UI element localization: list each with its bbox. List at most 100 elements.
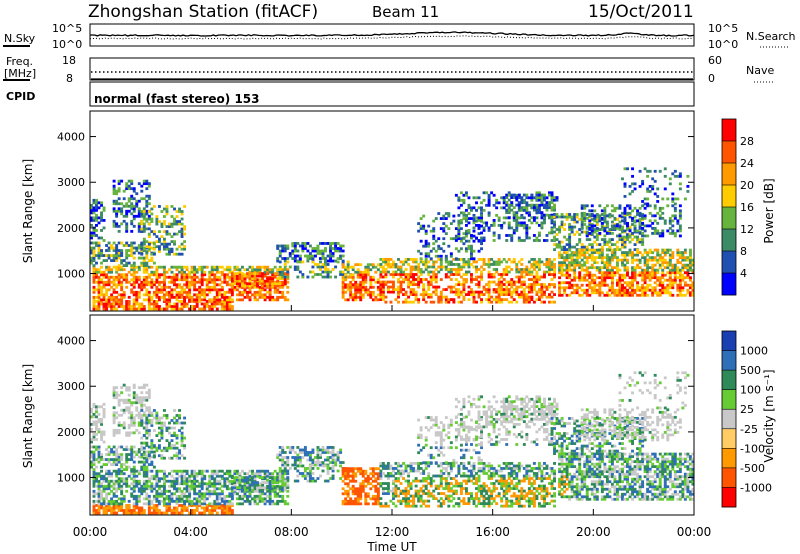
echo-cell — [537, 234, 541, 237]
echo-cell — [643, 216, 647, 220]
echo-cell — [183, 227, 187, 231]
echo-cell — [432, 300, 436, 304]
echo-cell — [326, 254, 330, 258]
echo-cell — [145, 254, 149, 257]
echo-cell — [631, 216, 634, 220]
echo-cell — [558, 228, 562, 231]
echo-cell — [218, 506, 222, 510]
echo-cell — [125, 278, 129, 282]
echo-cell — [691, 258, 695, 262]
echo-cell — [190, 487, 194, 491]
echo-cell — [452, 258, 456, 261]
echo-cell — [117, 189, 121, 193]
echo-cell — [470, 273, 473, 276]
echo-cell — [590, 266, 594, 270]
echo-cell — [643, 214, 647, 218]
echo-cell — [256, 502, 260, 506]
echo-cell — [515, 198, 519, 202]
echo-cell — [412, 288, 416, 291]
echo-cell — [558, 271, 562, 275]
echo-cell — [666, 271, 670, 275]
echo-cell — [251, 282, 254, 286]
echo-cell — [621, 253, 624, 257]
echo-cell — [414, 293, 418, 296]
echo-cell — [457, 280, 461, 284]
echo-cell — [175, 497, 179, 501]
echo-cell — [427, 283, 431, 286]
echo-cell — [414, 268, 418, 271]
echo-cell — [135, 497, 139, 501]
echo-cell — [593, 209, 597, 213]
echo-cell — [105, 492, 109, 496]
echo-cell — [532, 265, 536, 269]
echo-cell — [230, 307, 234, 311]
echo-cell — [500, 280, 504, 284]
echo-cell — [203, 302, 207, 306]
echo-cell — [95, 307, 98, 311]
echo-cell — [374, 298, 378, 302]
echo-cell — [117, 487, 121, 491]
echo-cell — [605, 291, 609, 295]
echo-cell — [200, 302, 204, 306]
echo-cell — [595, 268, 599, 272]
echo-cell — [200, 293, 204, 297]
echo-cell — [540, 198, 544, 202]
echo-cell — [603, 281, 607, 285]
echo-cell — [563, 288, 567, 292]
echo-cell — [525, 193, 529, 197]
echo-cell — [608, 256, 612, 260]
echo-cell — [432, 270, 436, 274]
echo-cell — [105, 509, 109, 512]
echo-cell — [188, 300, 192, 303]
echo-cell — [175, 252, 179, 256]
echo-cell — [673, 232, 677, 235]
echo-cell — [558, 261, 562, 265]
echo-cell — [92, 502, 96, 506]
echo-cell — [482, 221, 486, 225]
echo-cell — [152, 511, 156, 515]
echo-cell — [457, 290, 461, 294]
echo-cell — [140, 307, 144, 311]
echo-cell — [565, 276, 569, 280]
echo-cell — [230, 509, 234, 512]
echo-cell — [112, 199, 116, 203]
echo-cell — [475, 260, 478, 264]
echo-cell — [147, 210, 151, 213]
echo-cell — [568, 223, 572, 226]
echo-cell — [205, 305, 209, 308]
echo-cell — [135, 474, 139, 478]
echo-cell — [505, 265, 509, 269]
echo-cell — [241, 298, 244, 302]
echo-cell — [535, 221, 539, 225]
echo-cell — [578, 273, 582, 277]
echo-cell — [497, 216, 501, 220]
echo-cell — [472, 293, 476, 296]
echo-cell — [419, 227, 423, 231]
echo-cell — [482, 229, 486, 232]
echo-cell — [155, 275, 159, 279]
echo-cell — [545, 288, 549, 291]
echo-cell — [673, 216, 677, 220]
echo-cell — [535, 298, 539, 302]
echo-cell — [626, 211, 629, 215]
echo-cell — [462, 290, 466, 294]
echo-cell — [361, 275, 365, 279]
echo-cell — [548, 201, 551, 204]
echo-cell — [100, 254, 103, 257]
echo-cell — [598, 288, 602, 292]
echo-cell — [175, 232, 179, 236]
echo-cell — [162, 307, 166, 311]
freq-panel: Freq. [MHz] 18 8 60 0 Nave — [3, 54, 774, 85]
echo-cell — [550, 198, 554, 202]
echo-cell — [482, 288, 486, 291]
echo-cell — [213, 487, 217, 491]
echo-cell — [225, 477, 229, 481]
echo-cell — [283, 247, 287, 250]
echo-cell — [676, 221, 680, 225]
echo-cell — [626, 283, 629, 287]
echo-cell — [661, 288, 665, 292]
echo-cell — [180, 217, 184, 221]
echo-cell — [185, 305, 189, 308]
echo-cell — [605, 253, 609, 257]
echo-cell — [419, 260, 423, 264]
